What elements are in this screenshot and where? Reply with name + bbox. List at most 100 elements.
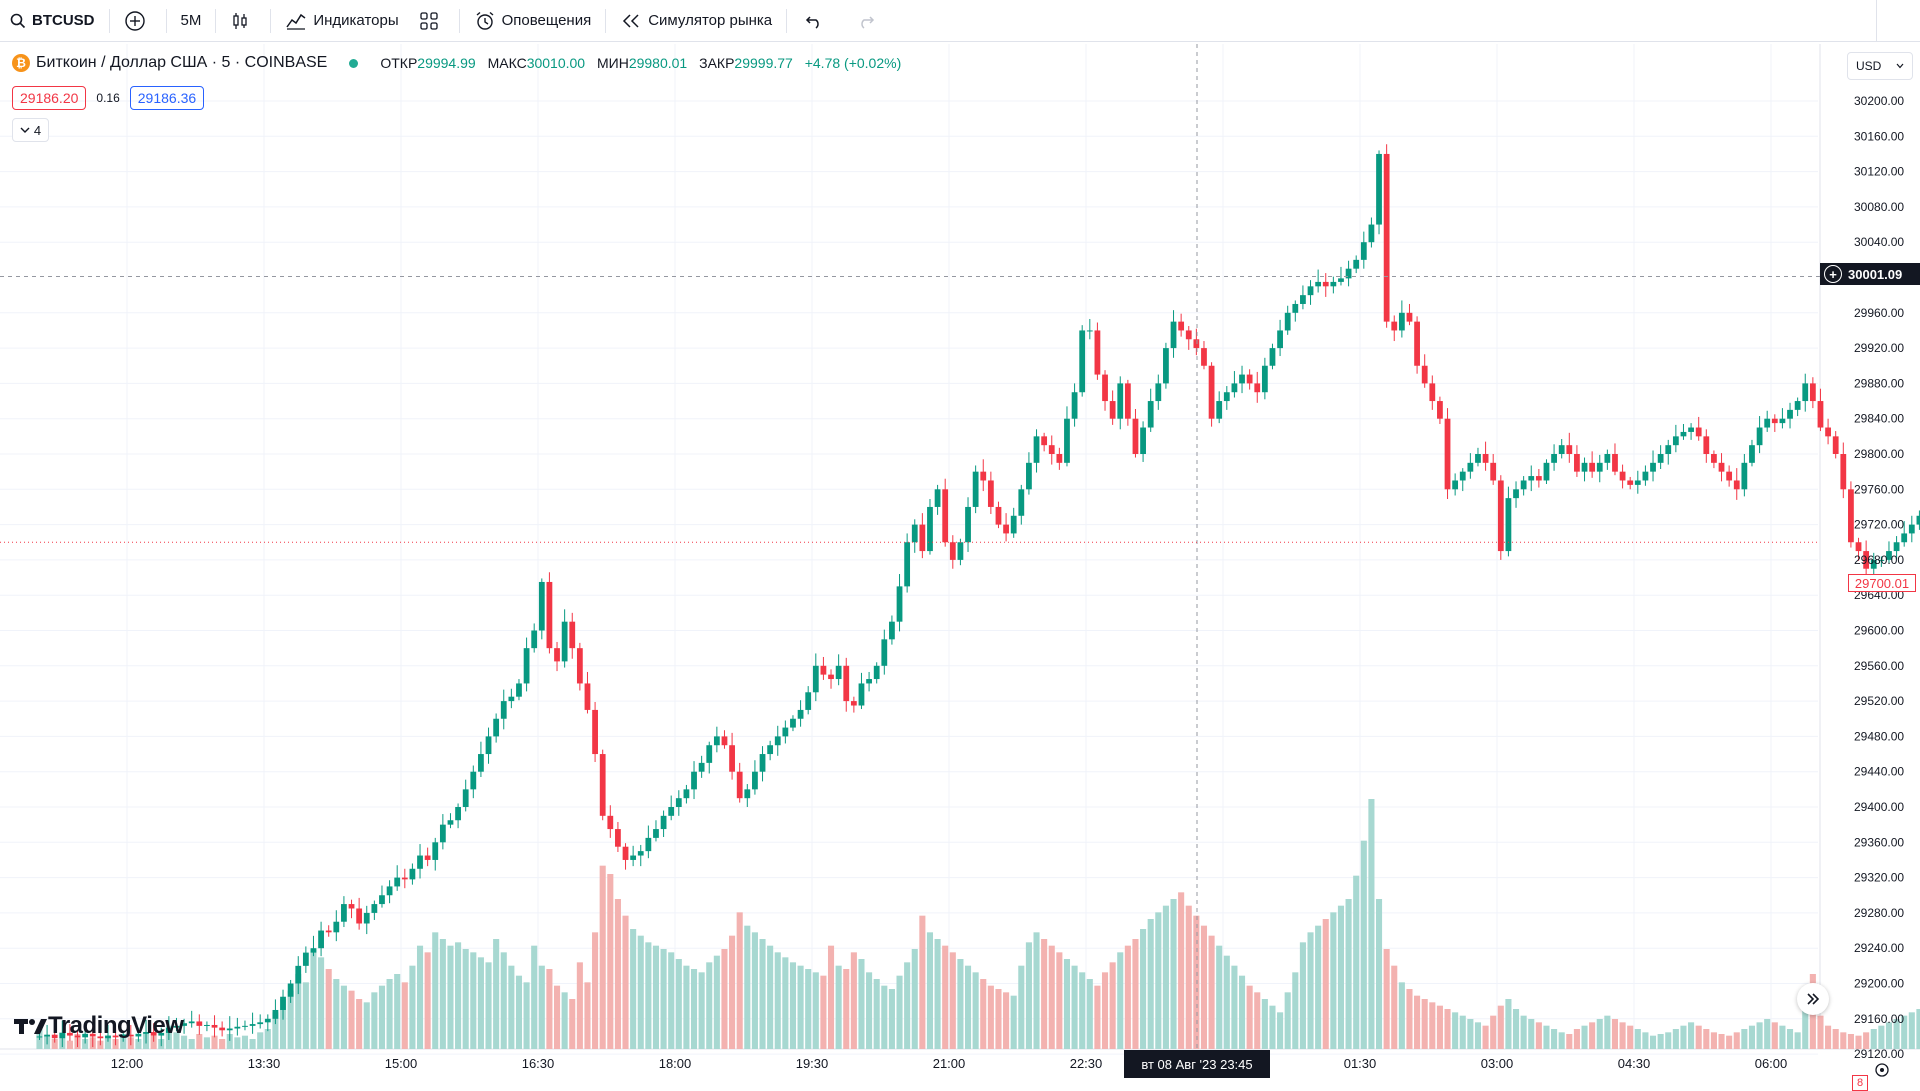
candle-body	[576, 648, 583, 684]
volume-bar	[1528, 1019, 1535, 1049]
replay-button[interactable]: Симулятор рынка	[610, 0, 782, 42]
candle-body	[1216, 401, 1223, 419]
candle-body	[1284, 312, 1291, 331]
volume-bar	[241, 1035, 249, 1049]
volume-bar	[1048, 945, 1055, 1049]
volume-bar	[888, 989, 895, 1049]
volume-bar	[850, 952, 857, 1049]
candle-body	[538, 581, 545, 631]
templates-button[interactable]	[409, 0, 455, 42]
time-axis-label: 18:00	[659, 1056, 692, 1071]
time-axis-label: 19:30	[796, 1056, 829, 1071]
interval-button[interactable]: 5М	[171, 0, 212, 42]
chart-area[interactable]: 30200.00 30160.00 30120.00 30080.00 30040.00…	[0, 44, 1920, 1091]
volume-bar	[1330, 912, 1337, 1049]
volume-bar	[1726, 1035, 1733, 1049]
volume-bar	[1162, 905, 1169, 1049]
legend-title[interactable]: Биткоин / Доллар США · 5 · COINBASE	[36, 54, 328, 71]
candle-body	[1520, 480, 1527, 490]
candle-body	[1497, 480, 1504, 552]
candle-body	[1246, 374, 1253, 384]
symbol-search[interactable]: BTCUSD	[0, 0, 105, 42]
tradingview-logo[interactable]: TradingView	[14, 1012, 184, 1040]
toolbar-divider	[458, 8, 460, 33]
volume-bar	[1147, 919, 1154, 1049]
market-open-dot	[349, 58, 359, 68]
candle-body	[1414, 321, 1420, 366]
candle-body	[211, 1024, 218, 1028]
volume-bar	[1277, 1012, 1284, 1049]
candle-body	[919, 524, 926, 552]
candle-body	[455, 807, 461, 821]
candles-icon	[233, 12, 247, 29]
candle-body	[1535, 476, 1542, 481]
volume-bar	[173, 1032, 180, 1049]
volume-bar	[1018, 965, 1025, 1049]
indicators-collapse-button[interactable]: 4	[12, 118, 49, 142]
candle-body	[706, 745, 713, 763]
volume-bar	[1558, 1032, 1565, 1049]
candle-body	[965, 506, 971, 543]
chart-type-button[interactable]	[220, 0, 266, 42]
candle-body	[1109, 401, 1116, 419]
alerts-button[interactable]: Оповещения	[464, 0, 602, 42]
candle-body	[858, 683, 865, 706]
volume-bar	[759, 939, 766, 1049]
candle-body	[432, 842, 439, 860]
buy-price-button[interactable]: 29186.36	[129, 86, 205, 110]
candle-body	[889, 621, 895, 640]
volume-bar	[1033, 932, 1040, 1049]
candle-body	[424, 855, 431, 860]
candle-body	[1056, 454, 1063, 463]
candle-body	[866, 679, 872, 684]
volume-bar	[1733, 1032, 1740, 1049]
close-key: ЗАКР	[699, 55, 735, 71]
price-chart[interactable]: 30200.00 30160.00 30120.00 30080.00 30040.00…	[0, 44, 1920, 1082]
currency-select[interactable]: USD	[1847, 52, 1913, 80]
candle-body	[1627, 480, 1634, 485]
add-alert-icon[interactable]: +	[1824, 265, 1842, 283]
compare-button[interactable]	[114, 0, 162, 42]
sell-price-button[interactable]: 29186.20	[12, 86, 87, 110]
volume-bar	[789, 962, 797, 1049]
chevron-down-icon	[1896, 63, 1904, 69]
volume-bar	[135, 1039, 142, 1049]
undo-button[interactable]	[791, 0, 843, 42]
time-axis-label: 01:30	[1344, 1056, 1377, 1071]
bid-ask-panel: 29186.20 0.16 29186.36	[12, 86, 205, 110]
candle-body	[1429, 383, 1436, 402]
volume-bar	[820, 975, 827, 1049]
volume-bar	[378, 985, 386, 1049]
candle-body	[881, 639, 888, 666]
target-icon	[1875, 1063, 1889, 1077]
chart-settings-button[interactable]	[1870, 1058, 1894, 1082]
volume-bar	[203, 1037, 210, 1049]
candle-body	[1612, 454, 1618, 472]
candle-body	[843, 665, 850, 702]
candle-body	[1863, 551, 1870, 569]
volume-bar	[652, 945, 660, 1049]
volume-bar	[873, 979, 880, 1049]
volume-bar	[690, 969, 698, 1049]
candle-body	[934, 489, 941, 507]
candle-body	[181, 1023, 187, 1026]
candle-body	[774, 736, 781, 746]
candle-body	[135, 1033, 142, 1037]
candle-body	[584, 683, 591, 710]
candle-body	[493, 718, 500, 737]
volume-bar	[1520, 1015, 1527, 1049]
volume-bar	[987, 985, 994, 1049]
candle-body	[1223, 392, 1230, 402]
toolbar-divider	[165, 8, 167, 33]
candle-body	[371, 904, 378, 913]
candle-body	[812, 665, 819, 693]
price-axis-label: 29880.00	[1854, 376, 1904, 390]
indicators-button[interactable]: Индикаторы	[275, 0, 408, 42]
candle-body	[1619, 471, 1626, 481]
candle-body	[561, 621, 568, 662]
volume-bar	[1863, 1032, 1870, 1049]
candle-body	[1596, 462, 1603, 472]
time-axis-label: 21:00	[933, 1056, 966, 1071]
scroll-to-realtime-button[interactable]	[1797, 983, 1829, 1015]
redo-button[interactable]	[843, 0, 895, 42]
